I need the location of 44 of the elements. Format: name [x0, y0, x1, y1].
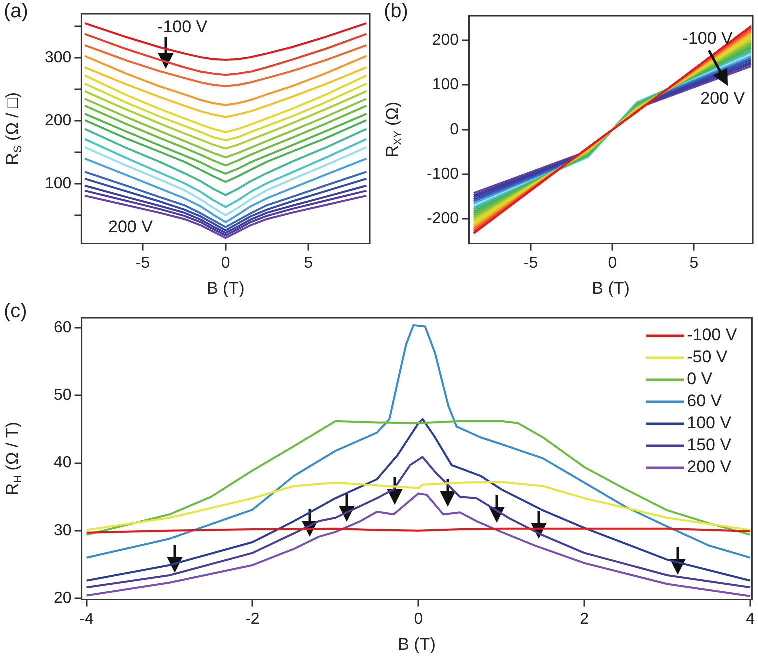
legend-label: 150 V [687, 436, 732, 455]
y-axis-title: RS (Ω / □) [3, 92, 24, 166]
y-tick-label: 100 [432, 76, 460, 94]
x-tick-label: 0 [414, 610, 424, 628]
annotation: -100 V [158, 17, 208, 36]
y-axis-title: RXY (Ω) [383, 102, 404, 158]
y-tick-label: 60 [54, 320, 72, 337]
x-tick-label: -2 [246, 610, 260, 628]
annotation: -100 V [682, 29, 734, 48]
x-tick-label: 0 [608, 254, 618, 272]
x-tick-label: -4 [80, 610, 94, 628]
y-tick-label: 40 [54, 454, 72, 472]
legend-label: 60 V [687, 392, 723, 411]
x-axis-title: B (T) [206, 279, 245, 298]
y-tick-label: 30 [54, 522, 72, 540]
x-tick-label: -5 [524, 254, 538, 272]
chart-title: (c) [4, 300, 28, 323]
y-tick-label: -100 [426, 166, 460, 183]
y-tick-label: 200 [432, 32, 460, 49]
x-tick-label: 5 [690, 254, 699, 272]
x-axis-title: B (T) [592, 279, 630, 298]
legend-label: -100 V [687, 326, 738, 345]
annotation: 200 V [700, 89, 746, 108]
x-tick-label: 5 [304, 254, 314, 272]
x-tick-label: 0 [221, 254, 230, 272]
y-tick-label: 20 [54, 590, 72, 607]
legend-label: 100 V [687, 414, 732, 433]
chart-title: (a) [4, 0, 28, 23]
annotation: 200 V [108, 217, 154, 236]
y-tick-label: -200 [426, 210, 460, 228]
y-tick-label: 200 [44, 112, 72, 130]
y-tick-label: 300 [44, 49, 72, 66]
y-axis-title: RH (Ω / T) [3, 422, 24, 496]
legend-label: 200 V [687, 458, 732, 477]
x-tick-label: 2 [580, 610, 590, 628]
y-tick-label: 0 [450, 121, 460, 138]
y-tick-label: 100 [44, 175, 72, 192]
x-tick-label: 4 [746, 610, 756, 628]
chart-title: (b) [384, 0, 408, 23]
x-axis-title: B (T) [398, 635, 436, 654]
legend-label: -50 V [687, 348, 728, 367]
y-tick-label: 50 [54, 387, 72, 404]
x-tick-label: -5 [136, 254, 150, 272]
legend-label: 0 V [687, 370, 714, 389]
